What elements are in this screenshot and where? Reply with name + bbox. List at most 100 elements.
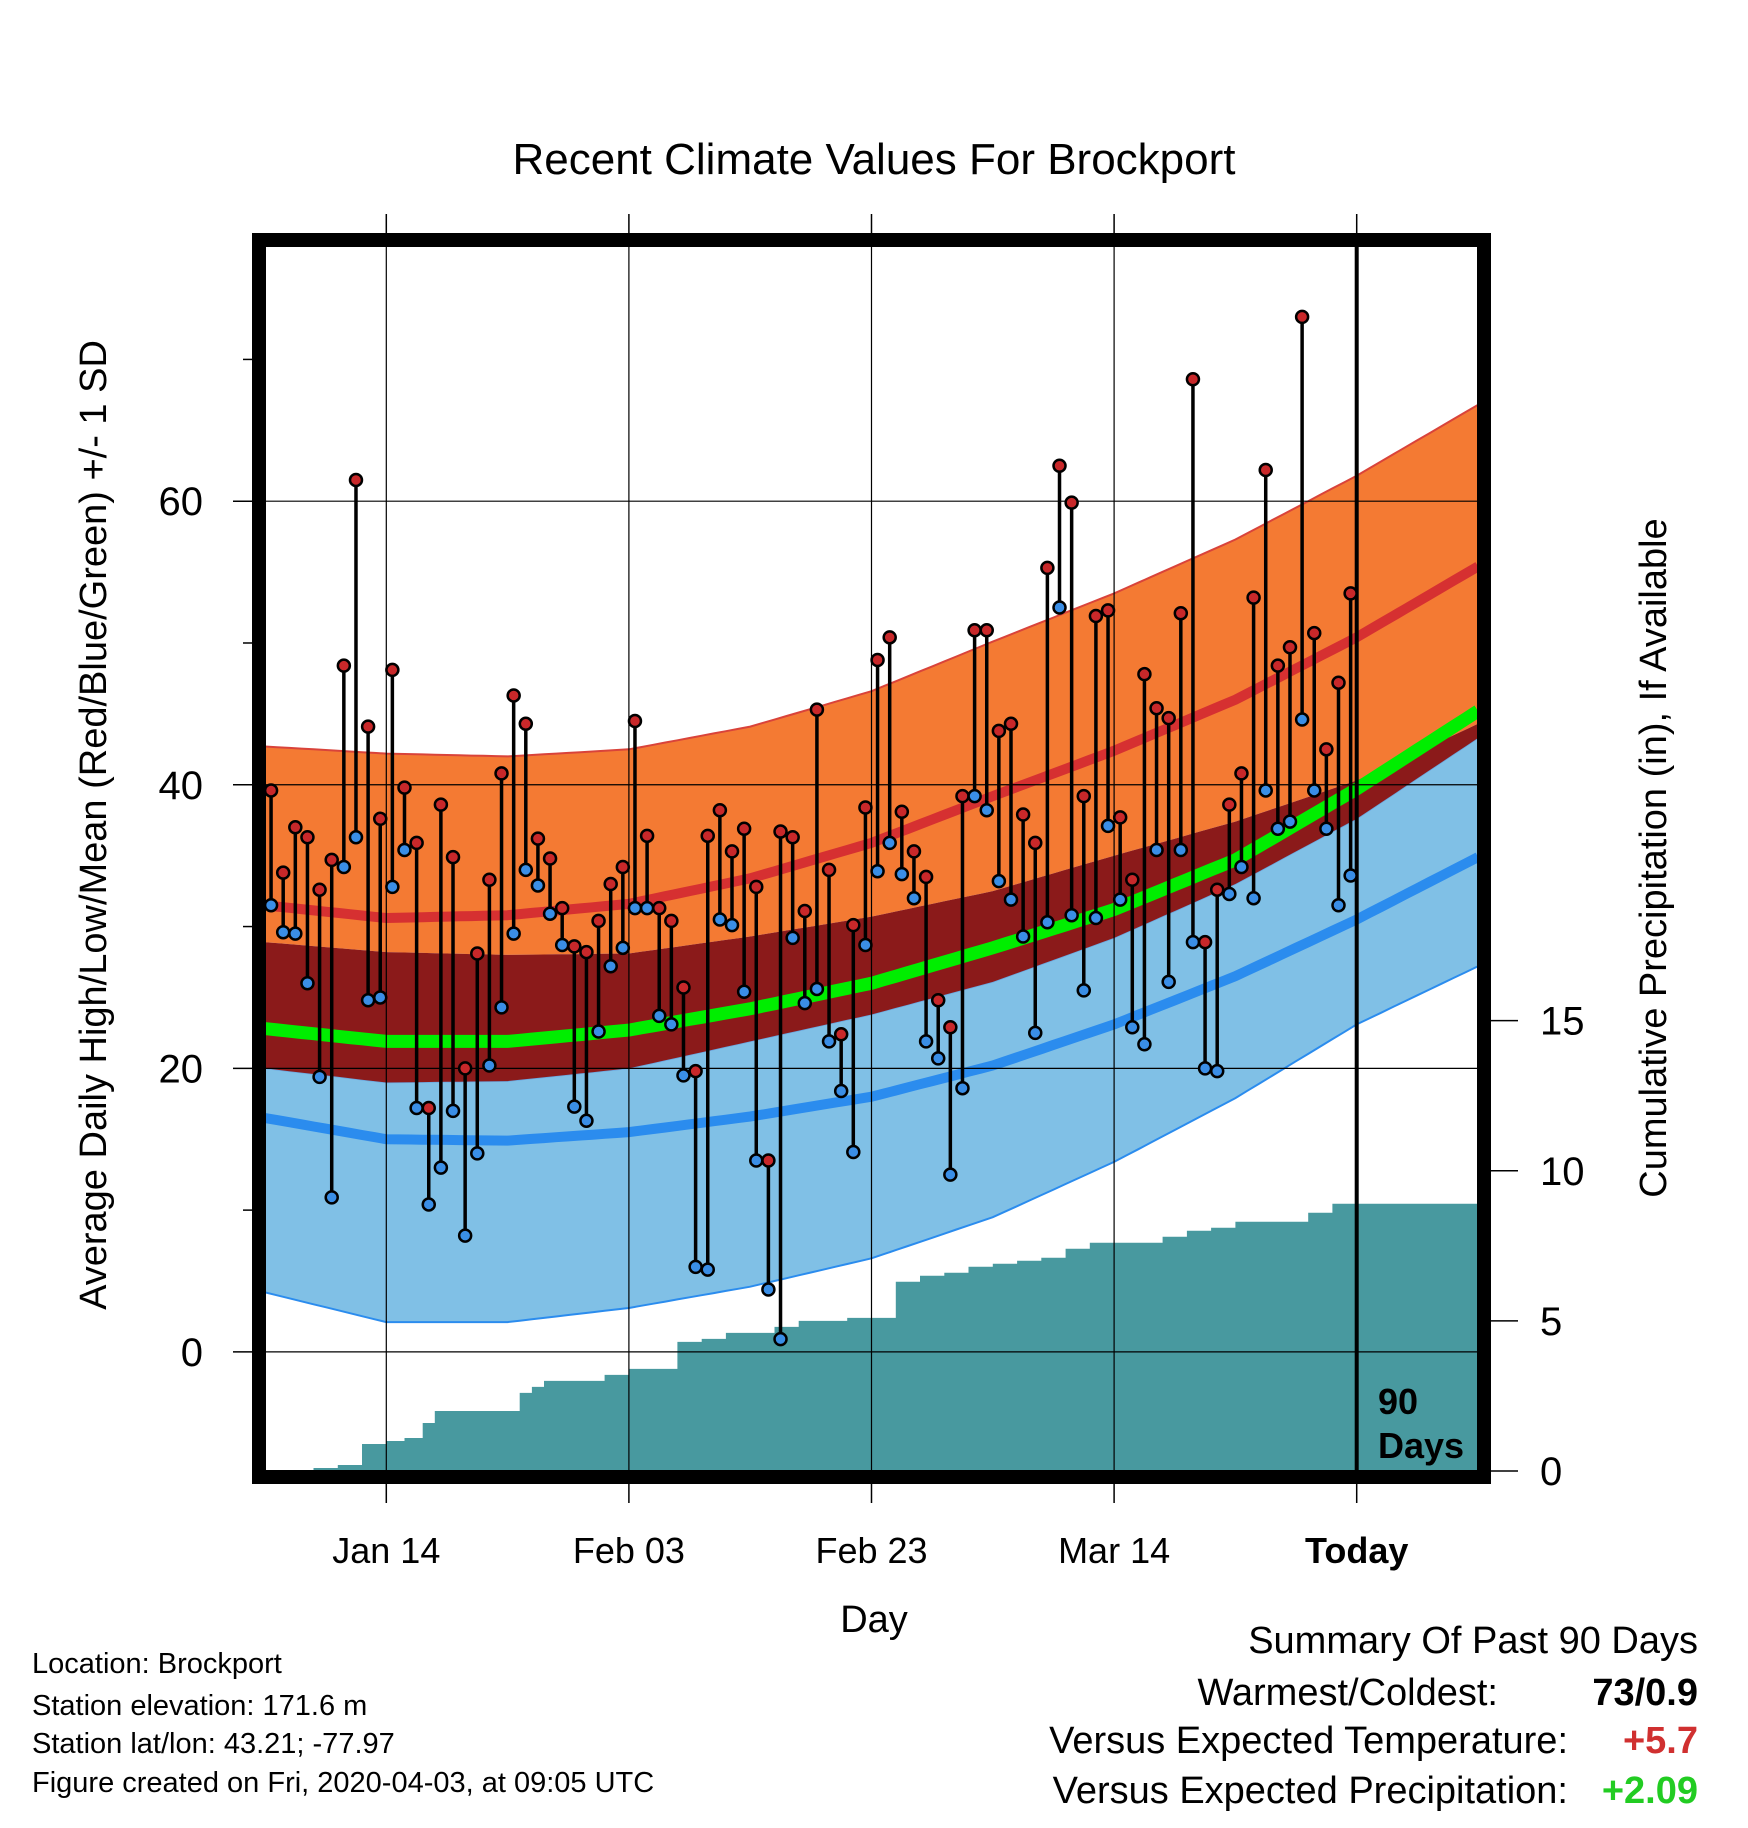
daily-high-point (627, 713, 643, 729)
daily-high-point (433, 797, 449, 812)
daily-low-point (579, 1113, 594, 1129)
daily-high-point (724, 844, 740, 859)
x-tick-label: Jan 14 (332, 1530, 440, 1571)
y2-tick-label: 0 (1540, 1450, 1562, 1494)
y2-tick-label: 15 (1540, 1000, 1585, 1044)
daily-high-point (1294, 309, 1310, 325)
y-tick-label: 60 (159, 480, 204, 524)
daily-high-point (1015, 807, 1031, 822)
daily-high-point (1319, 742, 1334, 757)
daily-low-point (591, 1024, 606, 1039)
daily-low-point (773, 1331, 788, 1347)
daily-low-point (700, 1262, 715, 1277)
daily-high-point (749, 879, 764, 895)
daily-high-point (579, 944, 594, 960)
daily-high-point (1209, 882, 1225, 897)
daily-high-point (906, 844, 922, 859)
daily-low-point (348, 829, 364, 845)
daily-low-point (979, 803, 994, 818)
daily-low-point (1270, 821, 1286, 836)
daily-high-point (833, 1027, 849, 1042)
y-tick-label: 0 (181, 1331, 203, 1375)
daily-high-point (263, 783, 279, 798)
daily-observations (263, 309, 1358, 1347)
daily-low-point (494, 1000, 509, 1015)
daily-low-point (724, 917, 740, 933)
daily-high-point (797, 903, 813, 919)
daily-high-point (1137, 666, 1152, 682)
footer-location: Location: Brockport (32, 1648, 282, 1680)
daily-low-point (1125, 1019, 1140, 1035)
daily-high-point (870, 652, 885, 668)
daily-high-point (894, 804, 910, 819)
daily-low-point (542, 906, 558, 922)
daily-high-point (372, 811, 388, 827)
daily-low-point (372, 990, 388, 1005)
y2-tick-label: 5 (1540, 1300, 1562, 1344)
daily-low-point (1185, 934, 1201, 950)
daily-high-point (518, 716, 534, 732)
daily-low-point (360, 993, 376, 1008)
daily-high-point (542, 851, 558, 866)
today-label-line1: 90 (1378, 1381, 1418, 1422)
daily-low-point (930, 1051, 946, 1066)
daily-high-point (494, 766, 509, 781)
daily-low-point (712, 912, 728, 927)
daily-high-point (809, 702, 825, 717)
summary-warmest-label: Warmest/Coldest: (1197, 1672, 1498, 1714)
daily-high-point (482, 872, 497, 888)
summary-precip-label: Versus Expected Precipitation: (1052, 1770, 1568, 1812)
footer-latlon: Station lat/lon: 43.21; -77.97 (32, 1728, 395, 1760)
daily-low-point (312, 1069, 327, 1085)
daily-high-point (736, 821, 752, 836)
daily-low-point (1294, 712, 1310, 727)
daily-low-point (967, 788, 982, 804)
daily-low-point (567, 1099, 582, 1114)
daily-low-point (1234, 859, 1249, 875)
daily-low-point (906, 890, 922, 906)
daily-high-point (967, 622, 982, 638)
daily-low-point (821, 1034, 837, 1049)
daily-low-point (470, 1146, 485, 1161)
daily-high-point (1112, 810, 1128, 825)
daily-low-point (1246, 890, 1261, 906)
daily-high-point (1076, 788, 1092, 804)
daily-high-point (1306, 625, 1322, 641)
daily-high-point (591, 913, 606, 929)
daily-high-point (457, 1061, 473, 1076)
daily-high-point (1185, 372, 1201, 387)
daily-high-point (567, 939, 582, 954)
daily-high-point (676, 980, 691, 995)
daily-low-point (761, 1282, 776, 1297)
daily-high-point (1052, 458, 1067, 474)
daily-low-point (1040, 915, 1055, 930)
daily-low-point (1076, 983, 1092, 998)
daily-high-point (1040, 560, 1055, 576)
daily-low-point (1052, 600, 1067, 615)
daily-low-point (627, 900, 643, 916)
x-tick-label: Feb 03 (573, 1530, 685, 1571)
gridlines (265, 246, 1478, 1471)
daily-low-point (676, 1068, 691, 1083)
daily-high-point (530, 831, 546, 846)
daily-low-point (1088, 910, 1104, 926)
daily-high-point (506, 688, 521, 703)
today-label-line2: Days (1378, 1425, 1464, 1466)
daily-low-point (288, 926, 303, 941)
x-tick-label: Mar 14 (1058, 1530, 1170, 1571)
chart-title: Recent Climate Values For Brockport (512, 135, 1235, 184)
daily-low-point (409, 1100, 424, 1116)
footer-elevation: Station elevation: 171.6 m (32, 1690, 368, 1722)
daily-low-point (518, 862, 534, 878)
daily-high-point (421, 1100, 437, 1116)
daily-high-point (930, 993, 946, 1008)
daily-high-point (955, 788, 970, 804)
daily-low-point (336, 859, 352, 875)
daily-high-point (651, 900, 667, 916)
daily-low-point (275, 924, 291, 940)
daily-high-point (664, 913, 679, 929)
daily-high-point (554, 900, 570, 916)
daily-low-point (615, 940, 631, 956)
daily-low-point (688, 1259, 703, 1275)
